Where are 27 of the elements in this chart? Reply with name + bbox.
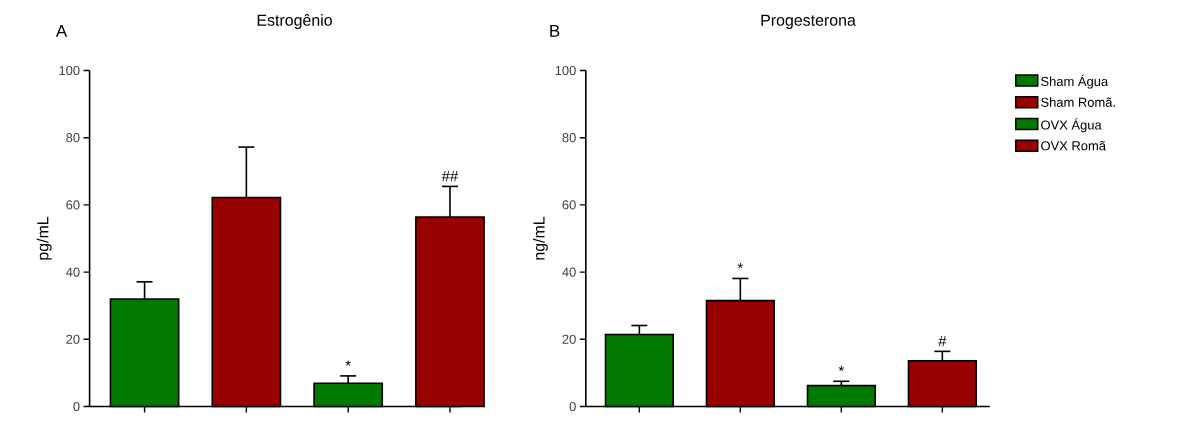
legend-label: OVX Romã [1041,140,1106,151]
y-tick-label: 60 [66,200,80,210]
data-label: * [838,365,845,372]
y-tick-label: 0 [569,401,576,412]
legend-label: OVX Água [1041,118,1102,133]
y-tick-label: 0 [73,401,80,412]
y-tick-label: 80 [66,133,80,143]
data-label: * [737,262,744,269]
text: B [550,25,560,37]
y-axis-title: ng/mL [532,216,548,260]
y-tick-label: 40 [562,267,576,277]
legend-label: Sham Romã. [1041,97,1115,107]
data-label: # [938,335,947,347]
y-tick-label: 80 [562,133,576,143]
data-label: ## [441,170,459,182]
y-tick-label: 100 [59,65,80,76]
y-tick-label: 20 [66,334,80,344]
chart-title: Estrogênio [257,14,332,29]
y-tick-label: 20 [562,334,576,344]
data-label: * [345,360,351,366]
y-tick-label: 60 [562,200,576,210]
text: A [55,25,68,37]
legend-label: Sham Água [1041,74,1109,89]
chart-title: Progesterona [761,14,856,29]
y-tick-label: 100 [555,65,576,76]
y-axis-title: pg/mL [36,216,52,260]
y-tick-label: 40 [65,267,80,277]
